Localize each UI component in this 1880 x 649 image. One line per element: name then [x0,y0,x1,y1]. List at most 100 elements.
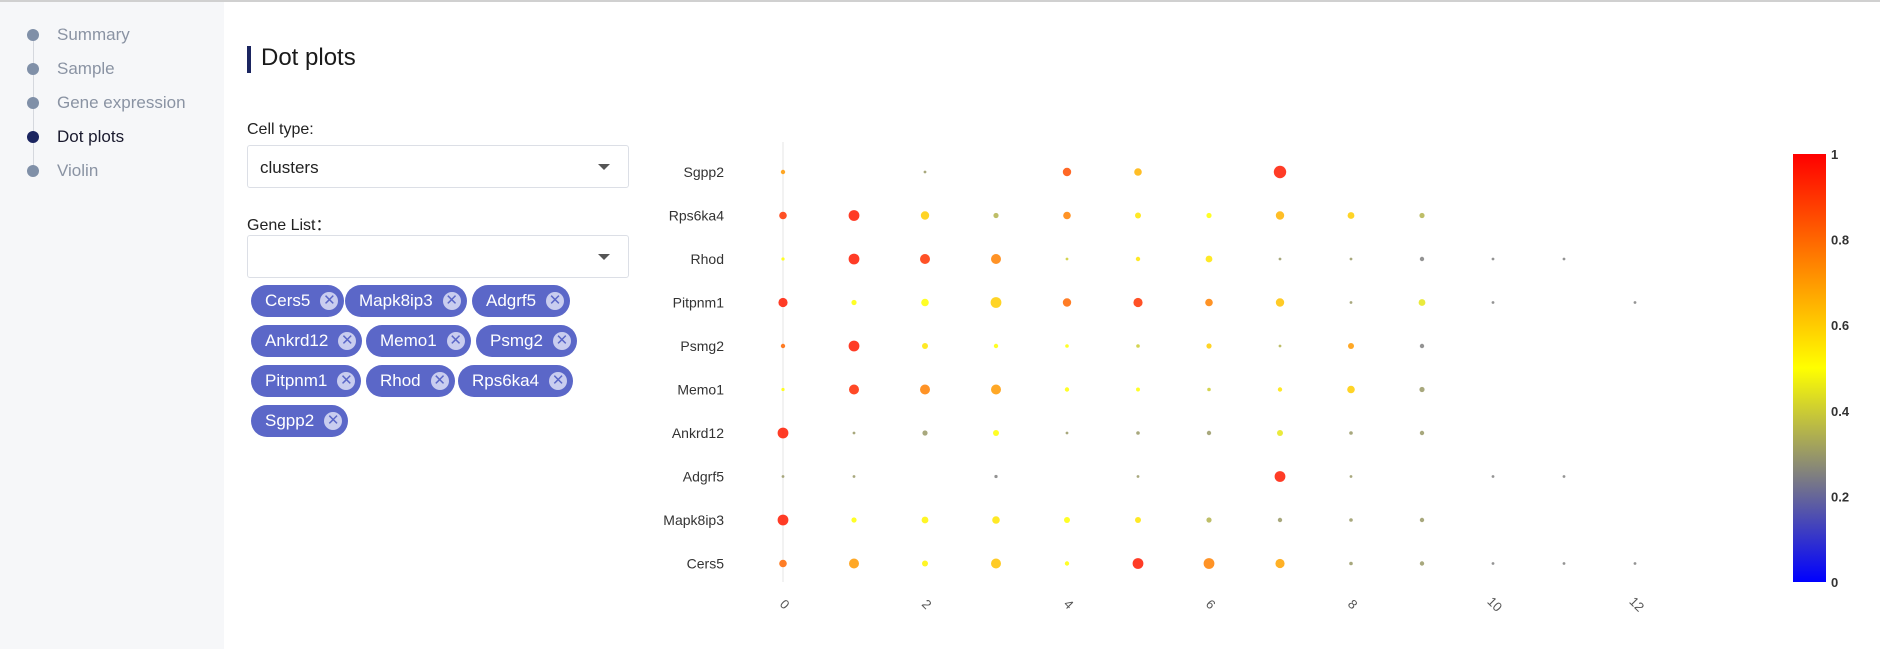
sidebar-item-gene-expression[interactable]: Gene expression [20,85,220,119]
gene-tag[interactable]: Pitpnm1 ✕ [251,365,362,397]
data-point [1419,430,1425,436]
gene-tag[interactable]: Rps6ka4 ✕ [458,365,574,397]
gene-tag[interactable]: Rhod ✕ [366,365,455,397]
close-icon[interactable]: ✕ [552,332,571,350]
data-point [1205,298,1213,307]
data-point [1419,256,1425,262]
sidebar-item-sample[interactable]: Sample [20,51,220,85]
data-point [1277,430,1283,436]
data-point [1135,256,1141,262]
data-point [1136,344,1140,348]
gene-list-select[interactable] [247,235,629,278]
gene-tag[interactable]: Mapk8ip3 ✕ [345,285,467,317]
data-point [1633,301,1637,304]
data-point [1419,561,1425,566]
data-point [1065,257,1069,261]
y-tick-label: Pitpnm1 [673,295,725,311]
page-title: Dot plots [261,44,356,71]
data-point [1562,475,1566,478]
data-point [1277,517,1283,523]
chevron-down-icon [598,164,610,170]
data-point [1491,475,1495,478]
data-point [1206,212,1212,219]
colorbar-tick-label: 0.4 [1831,404,1850,419]
data-point [1347,212,1355,219]
data-point [1135,212,1141,219]
data-point [1275,558,1285,569]
data-point [1491,257,1495,261]
sidebar-item-summary[interactable]: Summary [20,17,220,51]
gene-tag[interactable]: Adgrf5 ✕ [472,285,571,317]
data-point [777,427,789,439]
gene-tag[interactable]: Psmg2 ✕ [476,325,577,357]
close-icon[interactable]: ✕ [338,332,357,350]
sidebar: Summary Sample Gene expression Dot plots… [0,2,224,649]
data-point [1206,517,1212,523]
data-point [1064,387,1070,392]
y-tick-label: Ankrd12 [672,425,724,441]
gene-tag-label: Pitpnm1 [265,371,328,390]
data-point [781,387,785,392]
x-tick-label: 0 [777,596,793,612]
data-point [1207,387,1211,392]
data-point [848,253,860,265]
data-point [1349,301,1353,304]
colorbar [1793,154,1826,582]
cell-type-select[interactable]: clusters [247,145,629,188]
data-point [992,516,1000,524]
data-point [1348,343,1354,349]
data-point [778,297,788,308]
sidebar-item-label: Dot plots [57,127,125,146]
data-point [1136,387,1140,392]
gene-tag[interactable]: Ankrd12 ✕ [251,325,363,357]
y-tick-label: Mapk8ip3 [663,512,724,528]
data-point [920,211,930,220]
data-point [1063,211,1071,220]
data-point [1062,167,1072,177]
gene-tag[interactable]: Cers5 ✕ [251,285,345,317]
data-point [1064,561,1070,566]
nav-dot-icon [27,29,39,41]
sidebar-item-label: Gene expression [57,93,186,112]
data-point [993,212,999,219]
data-point [1277,387,1283,392]
close-icon[interactable]: ✕ [442,292,461,310]
data-point [849,384,859,395]
gene-tag-label: Sgpp2 [265,411,315,430]
data-point [1349,257,1353,261]
data-point [990,297,1002,308]
data-point [993,343,999,349]
data-point [920,384,930,395]
gene-tag-label: Rhod [380,371,421,390]
data-point [1349,518,1353,522]
close-icon[interactable]: ✕ [430,372,449,390]
sidebar-item-dot-plots[interactable]: Dot plots [20,119,220,153]
x-tick-label: 6 [1203,596,1219,612]
sidebar-item-label: Summary [57,25,130,44]
gene-tag-label: Rps6ka4 [472,371,540,390]
data-point [921,516,929,524]
data-point [1491,562,1495,565]
gene-tag[interactable]: Memo1 ✕ [366,325,471,357]
data-point [1064,517,1070,523]
gene-tag-label: Adgrf5 [486,291,537,310]
data-point [1491,301,1495,304]
close-icon[interactable]: ✕ [446,332,465,350]
data-point [780,343,786,349]
gene-tag-label: Cers5 [265,291,311,310]
colorbar-tick-label: 0 [1831,575,1838,590]
data-point [1065,431,1069,435]
gene-tag[interactable]: Sgpp2 ✕ [251,405,349,437]
close-icon[interactable]: ✕ [549,372,568,390]
sidebar-item-violin[interactable]: Violin [20,153,220,187]
data-point [1349,561,1353,566]
close-icon[interactable]: ✕ [320,292,339,310]
gene-tag-label: Memo1 [380,331,437,350]
x-tick-label: 2 [919,596,935,612]
data-point [781,475,785,478]
close-icon[interactable]: ✕ [337,372,356,390]
nav-dot-icon [27,165,39,177]
close-icon[interactable]: ✕ [546,292,565,310]
close-icon[interactable]: ✕ [324,412,343,430]
